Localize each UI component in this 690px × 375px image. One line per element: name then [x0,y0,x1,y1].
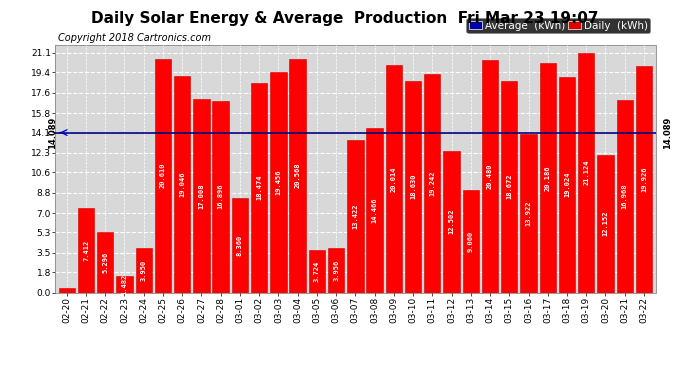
Text: 14.466: 14.466 [372,198,377,223]
Bar [444,150,460,292]
Bar [193,99,210,292]
Text: 19.024: 19.024 [564,172,570,197]
Bar [578,53,594,292]
Text: 19.456: 19.456 [275,169,282,195]
Text: 20.014: 20.014 [391,166,397,192]
Bar [598,154,613,292]
Bar [270,72,286,292]
Text: 20.480: 20.480 [487,164,493,189]
Text: Copyright 2018 Cartronics.com: Copyright 2018 Cartronics.com [58,33,211,42]
Text: 18.630: 18.630 [410,174,416,200]
Text: 19.046: 19.046 [179,172,185,197]
Text: Daily Solar Energy & Average  Production  Fri Mar 23 19:07: Daily Solar Energy & Average Production … [91,11,599,26]
Bar [462,190,479,292]
Text: 13.922: 13.922 [526,201,531,226]
Bar [482,60,498,292]
Text: 17.008: 17.008 [199,183,204,209]
Bar [366,128,383,292]
Bar [213,100,229,292]
Bar [328,248,344,292]
Text: 16.896: 16.896 [217,184,224,209]
Text: 21.124: 21.124 [583,160,589,185]
Text: 19.926: 19.926 [641,166,647,192]
Text: 20.610: 20.610 [160,163,166,188]
Bar [174,76,190,292]
Text: 12.152: 12.152 [602,211,609,236]
Text: 5.296: 5.296 [102,252,108,273]
Text: 20.568: 20.568 [295,163,301,189]
Text: 3.724: 3.724 [314,261,320,282]
Bar [501,81,518,292]
Bar [97,232,113,292]
Bar [617,100,633,292]
Text: 16.968: 16.968 [622,183,628,209]
Text: 12.502: 12.502 [448,209,455,234]
Text: 3.950: 3.950 [141,260,147,281]
Text: 18.474: 18.474 [256,175,262,200]
Text: 3.956: 3.956 [333,260,339,280]
Text: 18.672: 18.672 [506,174,512,199]
Bar [559,76,575,292]
Bar [635,66,652,292]
Bar [289,59,306,292]
Text: 14.089: 14.089 [48,116,57,148]
Bar [386,65,402,292]
Bar [117,276,132,292]
Bar [78,209,94,292]
Bar [135,248,152,292]
Bar [405,81,422,292]
Legend: Average  (kWh), Daily  (kWh): Average (kWh), Daily (kWh) [466,18,650,33]
Bar [347,140,364,292]
Text: 19.242: 19.242 [429,171,435,196]
Text: 14.089: 14.089 [663,116,672,148]
Text: 20.186: 20.186 [544,165,551,190]
Bar [540,63,556,292]
Text: 8.360: 8.360 [237,234,243,256]
Bar [424,74,440,292]
Bar [59,288,75,292]
Bar [232,198,248,292]
Bar [308,250,325,292]
Text: 1.482: 1.482 [121,273,128,295]
Bar [155,58,171,292]
Text: 7.412: 7.412 [83,240,89,261]
Text: 9.060: 9.060 [468,231,474,252]
Bar [251,83,267,292]
Text: 13.422: 13.422 [353,204,358,229]
Bar [520,135,537,292]
